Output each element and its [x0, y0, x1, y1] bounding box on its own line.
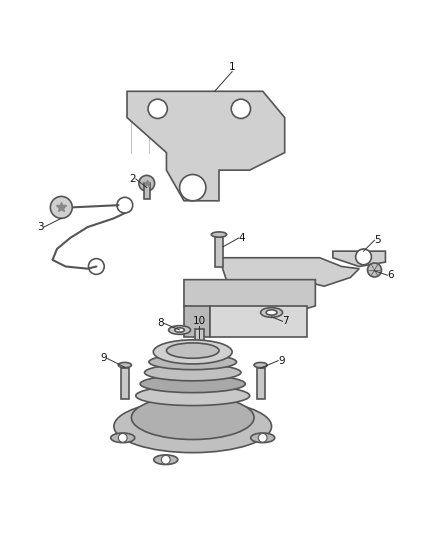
Ellipse shape — [140, 375, 245, 393]
Ellipse shape — [153, 340, 232, 364]
Ellipse shape — [145, 364, 241, 381]
Circle shape — [367, 263, 381, 277]
Ellipse shape — [261, 308, 283, 317]
Circle shape — [50, 197, 72, 219]
Circle shape — [118, 433, 127, 442]
Ellipse shape — [254, 362, 267, 368]
Text: 1: 1 — [229, 62, 236, 71]
Polygon shape — [127, 91, 285, 201]
Ellipse shape — [266, 310, 277, 315]
Ellipse shape — [114, 400, 272, 453]
Text: 7: 7 — [283, 316, 289, 326]
Text: 3: 3 — [37, 222, 44, 232]
Ellipse shape — [154, 455, 178, 465]
Ellipse shape — [111, 433, 135, 442]
FancyBboxPatch shape — [144, 183, 150, 199]
Circle shape — [258, 433, 267, 442]
Circle shape — [231, 99, 251, 118]
Ellipse shape — [131, 395, 254, 440]
Polygon shape — [333, 251, 385, 266]
Text: 9: 9 — [101, 353, 107, 364]
Polygon shape — [210, 306, 307, 336]
Circle shape — [180, 174, 206, 201]
Circle shape — [139, 175, 155, 191]
Text: 10: 10 — [193, 316, 206, 326]
Ellipse shape — [175, 328, 184, 332]
Text: 8: 8 — [158, 318, 164, 328]
Ellipse shape — [118, 362, 131, 368]
Circle shape — [148, 99, 167, 118]
Ellipse shape — [169, 326, 191, 334]
Text: 2: 2 — [129, 174, 136, 184]
Text: 9: 9 — [278, 356, 285, 366]
Polygon shape — [219, 258, 359, 297]
Ellipse shape — [149, 354, 237, 370]
Ellipse shape — [251, 433, 275, 442]
Ellipse shape — [211, 232, 227, 237]
Text: 4: 4 — [239, 233, 245, 243]
Ellipse shape — [136, 386, 250, 406]
Polygon shape — [184, 280, 315, 319]
FancyBboxPatch shape — [195, 329, 204, 350]
Text: 5: 5 — [374, 235, 381, 245]
Circle shape — [356, 249, 371, 265]
Circle shape — [161, 455, 170, 464]
FancyBboxPatch shape — [257, 368, 265, 399]
Polygon shape — [184, 306, 210, 336]
Ellipse shape — [166, 343, 219, 358]
Text: 6: 6 — [388, 270, 394, 280]
FancyBboxPatch shape — [121, 368, 129, 399]
FancyBboxPatch shape — [215, 237, 223, 266]
